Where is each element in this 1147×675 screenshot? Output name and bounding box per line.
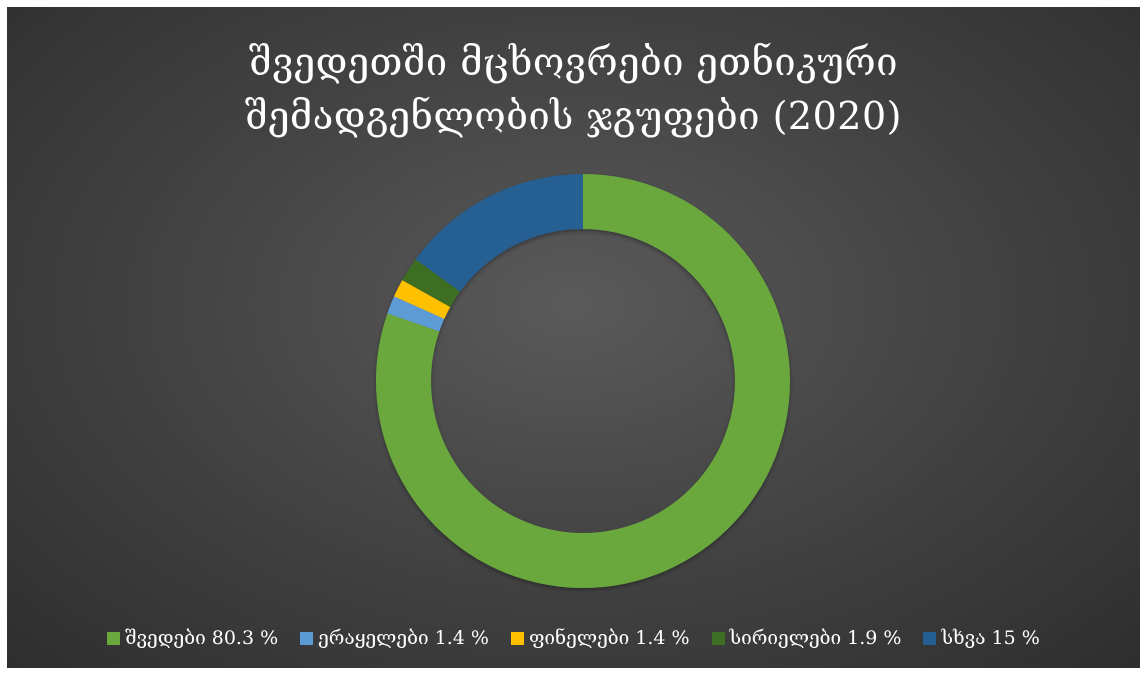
legend-label: ერაყელები 1.4 % — [318, 627, 489, 649]
legend-swatch — [510, 631, 524, 645]
chart-legend: შვედები 80.3 % ერაყელები 1.4 % ფინელები … — [7, 627, 1140, 649]
legend-item-syrians: სირიელები 1.9 % — [711, 627, 902, 649]
legend-swatch — [923, 631, 937, 645]
donut-slice-other — [415, 174, 583, 292]
legend-label: სირიელები 1.9 % — [729, 627, 902, 649]
chart-title-line-2: შემადგენლობის ჯგუფები (2020) — [245, 94, 902, 138]
chart-title-line-1: შვედეთში მცხოვრები ეთნიკური — [249, 40, 898, 84]
donut-slice-finns — [394, 280, 451, 319]
legend-label: შვედები 80.3 % — [125, 627, 279, 649]
legend-swatch — [300, 631, 314, 645]
legend-swatch — [711, 631, 725, 645]
legend-item-swedes: შვედები 80.3 % — [107, 627, 278, 649]
legend-item-other: სხვა 15 % — [923, 627, 1040, 649]
chart-title: შვედეთში მცხოვრები ეთნიკური შემადგენლობი… — [7, 35, 1140, 143]
legend-label: ფინელები 1.4 % — [528, 627, 690, 649]
legend-item-iraqis: ერაყელები 1.4 % — [300, 627, 489, 649]
legend-swatch — [107, 631, 121, 645]
donut-chart — [376, 174, 790, 588]
legend-item-finns: ფინელები 1.4 % — [510, 627, 690, 649]
donut-slice-iraqis — [387, 296, 445, 332]
chart-area: შვედეთში მცხოვრები ეთნიკური შემადგენლობი… — [7, 7, 1140, 668]
legend-label: სხვა 15 % — [941, 627, 1040, 649]
donut-slice-syrians — [402, 259, 461, 307]
